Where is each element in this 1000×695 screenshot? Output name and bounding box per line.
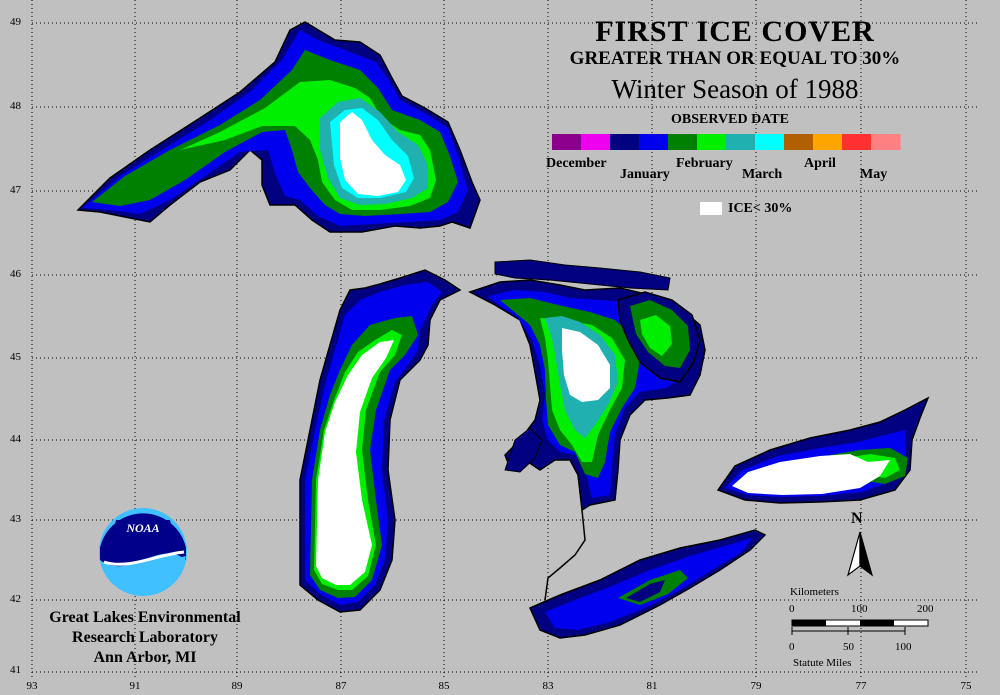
lat-label-41: 41	[10, 664, 21, 676]
legend-ramp-segment	[581, 134, 611, 150]
lat-label-48: 48	[10, 100, 21, 112]
title-season: Winter Season of 1988	[611, 74, 859, 104]
legend-ice-swatch	[700, 202, 722, 215]
legend-color-ramp	[552, 134, 901, 150]
legend-month-december: December	[546, 156, 607, 171]
scale-km-tick-100: 100	[851, 603, 868, 615]
legend-ramp-segment	[784, 134, 814, 150]
saginaw-bay	[504, 427, 543, 473]
legend-heading: OBSERVED DATE	[671, 112, 789, 127]
north-channel	[494, 259, 671, 291]
scale-mi-tick-0: 0	[789, 641, 795, 653]
scale-mi-tick-100: 100	[895, 641, 912, 653]
legend-ramp-segment	[668, 134, 698, 150]
noaa-logo	[99, 508, 187, 596]
legend-ramp-segment	[813, 134, 843, 150]
legend-ramp-segment	[871, 134, 901, 150]
scale-km-tick-200: 200	[917, 603, 934, 615]
ontario-no-ice	[732, 454, 890, 495]
lon-label-89: 89	[231, 680, 243, 692]
legend-ice-label: ICE< 30%	[728, 201, 793, 216]
legend-ramp-segment	[842, 134, 872, 150]
legend-ramp-segment	[755, 134, 785, 150]
lon-label-87: 87	[335, 680, 347, 692]
lon-label-75: 75	[960, 680, 972, 692]
lon-label-93: 93	[26, 680, 38, 692]
legend-ramp-segment	[697, 134, 727, 150]
credit-line-2: Research Laboratory	[72, 629, 218, 646]
lon-label-83: 83	[542, 680, 554, 692]
lon-label-81: 81	[646, 680, 658, 692]
lat-label-45: 45	[10, 351, 21, 363]
lake-superior	[76, 21, 481, 233]
legend-ramp-segment	[610, 134, 640, 150]
legend-ramp-segment	[639, 134, 669, 150]
lake-huron	[468, 259, 706, 512]
lon-label-77: 77	[855, 680, 867, 692]
north-arrow-label: N	[851, 510, 863, 527]
huron-no-ice	[562, 328, 610, 402]
scale-mi-tick-50: 50	[843, 641, 854, 653]
lat-label-47: 47	[10, 184, 21, 196]
lat-label-49: 49	[10, 16, 21, 28]
superior-no-ice	[340, 112, 406, 196]
noaa-logo-text: NOAA	[126, 521, 160, 535]
credit-line-1: Great Lakes Environmental	[49, 609, 241, 626]
lon-label-85: 85	[438, 680, 450, 692]
lon-label-79: 79	[750, 680, 762, 692]
erie-jan-dark-patch	[626, 580, 665, 602]
st-clair-river	[544, 509, 586, 601]
lake-erie	[529, 529, 767, 639]
legend-month-may: May	[860, 167, 888, 182]
scale-km-title: Kilometers	[790, 586, 839, 598]
title-criterion: GREATER THAN OR EQUAL TO 30%	[569, 48, 901, 69]
legend-month-april: April	[804, 156, 836, 171]
north-arrow-icon	[846, 531, 874, 577]
legend-month-february: February	[676, 156, 733, 171]
lat-label-42: 42	[10, 593, 21, 605]
legend-month-january: January	[620, 167, 670, 182]
lon-label-91: 91	[129, 680, 141, 692]
georgian-bay-feb-light	[640, 315, 672, 356]
title-main: FIRST ICE COVER	[595, 15, 875, 48]
lake-ontario	[716, 396, 930, 504]
scale-km-tick-0: 0	[789, 603, 795, 615]
legend-ramp-segment	[552, 134, 582, 150]
scale-mi-title: Statute Miles	[793, 657, 852, 669]
lake-michigan	[299, 269, 462, 613]
scale-bar-graphic	[791, 619, 929, 635]
credit-line-3: Ann Arbor, MI	[93, 649, 197, 666]
legend-ramp-segment	[726, 134, 756, 150]
lat-label-43: 43	[10, 513, 21, 525]
lat-label-44: 44	[10, 433, 21, 445]
michigan-no-ice	[316, 340, 394, 585]
legend-month-march: March	[742, 167, 783, 182]
lat-label-46: 46	[10, 268, 21, 280]
